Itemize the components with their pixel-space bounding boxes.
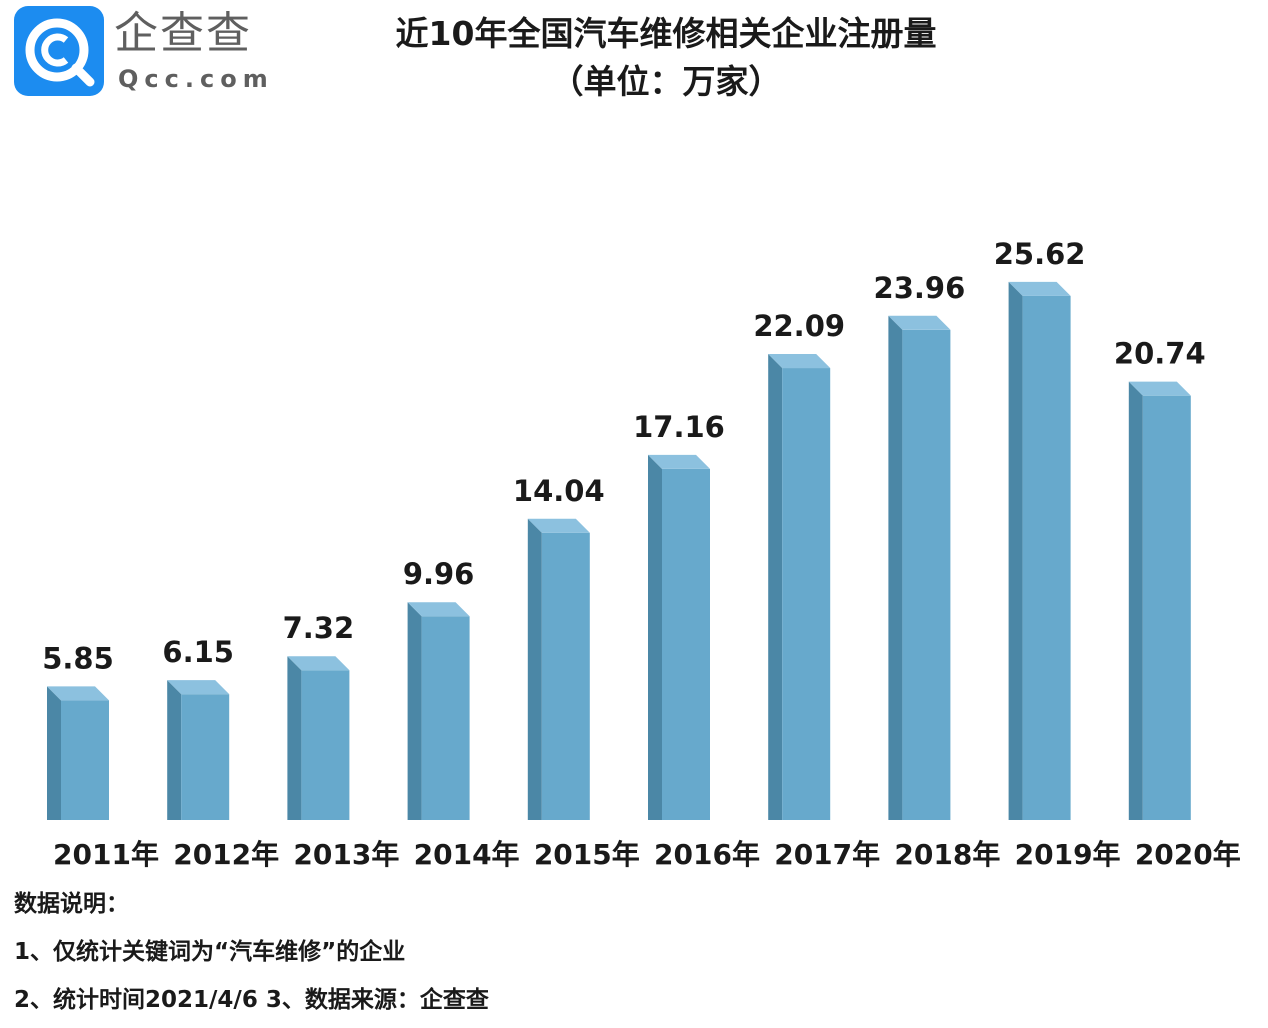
bar-top bbox=[527, 518, 590, 533]
bar-2018年 bbox=[888, 315, 951, 820]
bar-2019年 bbox=[1008, 281, 1071, 821]
bar-2020年 bbox=[1128, 381, 1191, 820]
data-notes: 数据说明： 1、仅统计关键词为“汽车维修”的企业 2、统计时间2021/4/6 … bbox=[14, 884, 1254, 1028]
value-label: 6.15 bbox=[162, 635, 234, 669]
bar-2015年 bbox=[527, 518, 590, 820]
value-label: 9.96 bbox=[403, 557, 475, 591]
bar-side bbox=[167, 680, 182, 820]
bar-face bbox=[1142, 395, 1191, 820]
value-label: 7.32 bbox=[283, 611, 355, 645]
bar-side bbox=[888, 315, 903, 820]
bar-face bbox=[1022, 295, 1071, 821]
bar-top bbox=[1128, 381, 1191, 396]
bar-top bbox=[287, 656, 350, 671]
qcc-logo-icon bbox=[14, 6, 104, 96]
bar-face bbox=[61, 700, 109, 820]
bar-side bbox=[648, 454, 662, 820]
bar-top bbox=[648, 454, 710, 469]
value-label: 14.04 bbox=[513, 474, 605, 508]
bar-2012年 bbox=[167, 680, 230, 820]
x-tick-label: 2013年 bbox=[293, 838, 399, 871]
bar-top bbox=[768, 354, 831, 369]
value-label: 17.16 bbox=[633, 410, 725, 444]
value-label: 20.74 bbox=[1114, 337, 1206, 371]
bar-top bbox=[1008, 281, 1071, 296]
bar-top bbox=[167, 680, 230, 695]
x-tick-label: 2012年 bbox=[173, 838, 279, 871]
x-tick-label: 2017年 bbox=[774, 838, 880, 871]
bar-side bbox=[47, 686, 61, 820]
bar-side bbox=[287, 656, 302, 820]
bar-2014年 bbox=[407, 602, 470, 820]
x-tick-label: 2015年 bbox=[534, 838, 640, 871]
value-label: 5.85 bbox=[42, 641, 114, 675]
value-label: 23.96 bbox=[874, 271, 966, 305]
value-label: 22.09 bbox=[753, 309, 845, 343]
bar-face bbox=[782, 368, 831, 820]
bar-side bbox=[768, 354, 783, 820]
logo-name: 企查查 bbox=[114, 8, 252, 59]
bar-top bbox=[407, 602, 470, 617]
value-label: 25.62 bbox=[994, 237, 1086, 271]
x-tick-label: 2019年 bbox=[1015, 838, 1121, 871]
qcc-logo: 企查查 Qcc.com bbox=[14, 6, 274, 98]
notes-line-2: 2、统计时间2021/4/6 3、数据来源：企查查 bbox=[14, 987, 489, 1013]
bar-face bbox=[301, 670, 350, 820]
x-tick-label: 2014年 bbox=[414, 838, 520, 871]
bar-chart: 5.85 2011年 6.15 2012年 7.32 2013年 9.96 2014年 14.0… bbox=[42, 237, 1241, 871]
bar-2016年 bbox=[648, 454, 710, 820]
bar-side bbox=[1128, 381, 1143, 820]
x-tick-label: 2016年 bbox=[654, 838, 760, 871]
bar-2011年 bbox=[47, 686, 109, 820]
bar-2013年 bbox=[287, 656, 350, 820]
x-tick-label: 2011年 bbox=[53, 838, 159, 871]
chart-title: 近10年全国汽车维修相关企业注册量 bbox=[395, 14, 937, 53]
bar-face bbox=[662, 468, 710, 820]
notes-heading: 数据说明： bbox=[14, 891, 129, 917]
logo-domain: Qcc.com bbox=[118, 65, 274, 93]
x-tick-label: 2020年 bbox=[1135, 838, 1241, 871]
bar-side bbox=[1008, 281, 1023, 821]
notes-line-1: 1、仅统计关键词为“汽车维修”的企业 bbox=[14, 939, 406, 965]
x-tick-label: 2018年 bbox=[894, 838, 1000, 871]
bar-top bbox=[47, 686, 109, 701]
bar-face bbox=[181, 694, 230, 820]
bar-face bbox=[902, 329, 951, 820]
bar-face bbox=[541, 532, 590, 820]
bar-side bbox=[407, 602, 422, 820]
chart-subtitle: （单位：万家） bbox=[550, 62, 782, 101]
bar-top bbox=[888, 315, 951, 330]
bar-side bbox=[527, 518, 542, 820]
bar-2017年 bbox=[768, 354, 831, 820]
bar-face bbox=[421, 616, 470, 820]
